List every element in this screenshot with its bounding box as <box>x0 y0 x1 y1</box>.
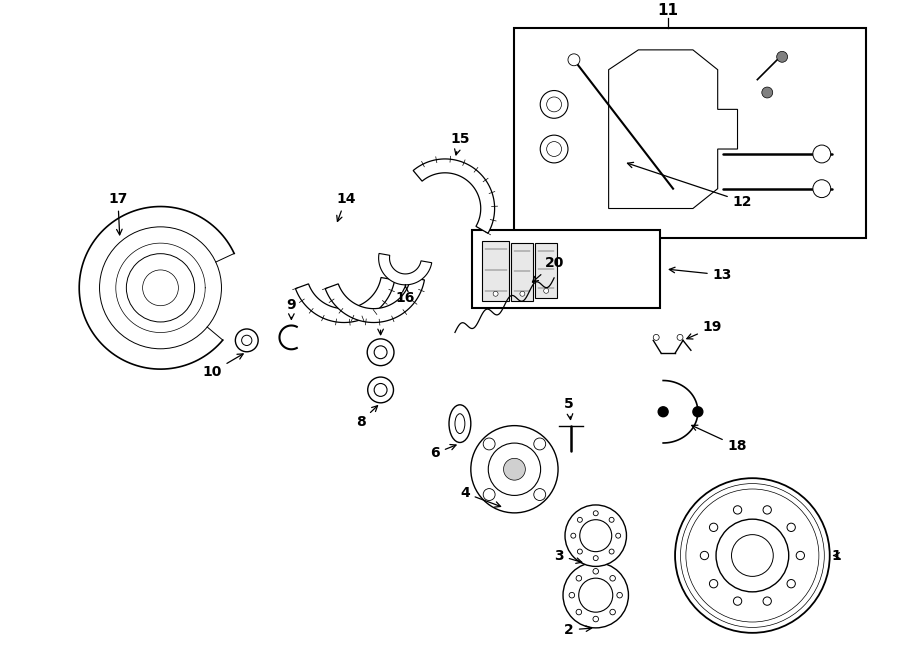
Circle shape <box>483 488 495 500</box>
Polygon shape <box>295 278 395 323</box>
Circle shape <box>534 438 545 450</box>
Circle shape <box>616 533 621 538</box>
Circle shape <box>787 523 796 531</box>
Circle shape <box>236 329 258 352</box>
Text: 4: 4 <box>460 486 500 507</box>
Circle shape <box>813 145 831 163</box>
Bar <box>472 230 661 307</box>
Circle shape <box>763 506 771 514</box>
Text: 19: 19 <box>687 321 722 339</box>
Circle shape <box>471 426 558 513</box>
Circle shape <box>593 556 598 561</box>
Circle shape <box>734 506 742 514</box>
Circle shape <box>568 54 580 65</box>
Ellipse shape <box>540 135 568 163</box>
Circle shape <box>503 458 526 480</box>
Text: 9: 9 <box>286 297 296 319</box>
Text: 17: 17 <box>108 192 128 235</box>
Circle shape <box>610 576 616 581</box>
Circle shape <box>368 377 393 403</box>
Circle shape <box>709 523 718 531</box>
Circle shape <box>609 518 614 522</box>
Circle shape <box>677 334 683 340</box>
Text: 18: 18 <box>692 425 747 453</box>
Text: 15: 15 <box>450 132 470 155</box>
Circle shape <box>761 87 773 98</box>
Text: 2: 2 <box>564 623 591 637</box>
Circle shape <box>787 580 796 588</box>
Text: 16: 16 <box>396 285 415 305</box>
Circle shape <box>763 597 771 605</box>
Circle shape <box>653 334 659 340</box>
Text: 14: 14 <box>336 192 356 221</box>
Circle shape <box>483 438 495 450</box>
Circle shape <box>593 511 598 516</box>
Circle shape <box>709 580 718 588</box>
Polygon shape <box>379 253 432 285</box>
Text: 6: 6 <box>430 444 456 461</box>
Circle shape <box>616 592 623 598</box>
Text: 7: 7 <box>376 311 385 334</box>
Circle shape <box>609 549 614 554</box>
Circle shape <box>493 292 498 296</box>
Circle shape <box>576 576 581 581</box>
Circle shape <box>578 518 582 522</box>
Text: 3: 3 <box>554 549 581 563</box>
Bar <box>515 28 867 238</box>
Circle shape <box>610 609 616 615</box>
Text: 10: 10 <box>202 354 243 379</box>
Circle shape <box>563 563 628 628</box>
Circle shape <box>593 616 598 622</box>
Circle shape <box>700 551 708 560</box>
Bar <box>536 243 557 297</box>
Circle shape <box>734 597 742 605</box>
Polygon shape <box>413 159 495 233</box>
Circle shape <box>544 288 549 293</box>
Circle shape <box>813 180 831 198</box>
Circle shape <box>693 407 703 416</box>
Text: 12: 12 <box>627 163 752 209</box>
Circle shape <box>675 478 830 633</box>
Ellipse shape <box>449 405 471 442</box>
Circle shape <box>565 505 626 566</box>
Circle shape <box>534 488 545 500</box>
Circle shape <box>576 609 581 615</box>
Text: 20: 20 <box>533 256 563 282</box>
Text: 11: 11 <box>658 3 679 18</box>
Circle shape <box>520 292 525 296</box>
Circle shape <box>593 568 598 574</box>
Ellipse shape <box>540 91 568 118</box>
Polygon shape <box>325 278 425 323</box>
Text: 8: 8 <box>356 406 378 429</box>
Text: 13: 13 <box>670 267 732 282</box>
Circle shape <box>569 592 574 598</box>
Bar <box>482 241 509 301</box>
Circle shape <box>658 407 668 416</box>
Text: 5: 5 <box>564 397 574 420</box>
Circle shape <box>367 339 394 366</box>
Text: 1: 1 <box>832 549 842 563</box>
Circle shape <box>571 533 576 538</box>
Circle shape <box>796 551 805 560</box>
Bar <box>511 243 534 301</box>
Circle shape <box>777 52 788 62</box>
Circle shape <box>578 549 582 554</box>
